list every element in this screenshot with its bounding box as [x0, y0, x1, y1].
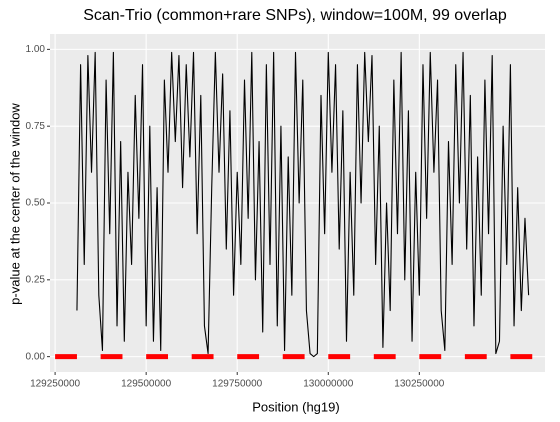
- data-line: [76, 51, 530, 358]
- x-tick-label: 129750000: [212, 379, 262, 390]
- y-axis-title: p-value at the center of the window: [7, 103, 22, 305]
- x-tick-label: 129500000: [121, 379, 171, 390]
- y-tick-label: 0.00: [26, 351, 46, 362]
- x-tick-label: 130000000: [303, 379, 353, 390]
- y-tick-label: 0.25: [26, 274, 46, 285]
- x-tick-label: 129250000: [30, 379, 80, 390]
- y-tick-label: 0.75: [26, 121, 46, 132]
- x-axis-title: Position (hg19): [252, 399, 339, 414]
- chart-title: Scan-Trio (common+rare SNPs), window=100…: [83, 7, 507, 24]
- y-tick-label: 1.00: [26, 44, 46, 55]
- y-tick-label: 0.50: [26, 198, 46, 209]
- x-tick-label: 130250000: [394, 379, 444, 390]
